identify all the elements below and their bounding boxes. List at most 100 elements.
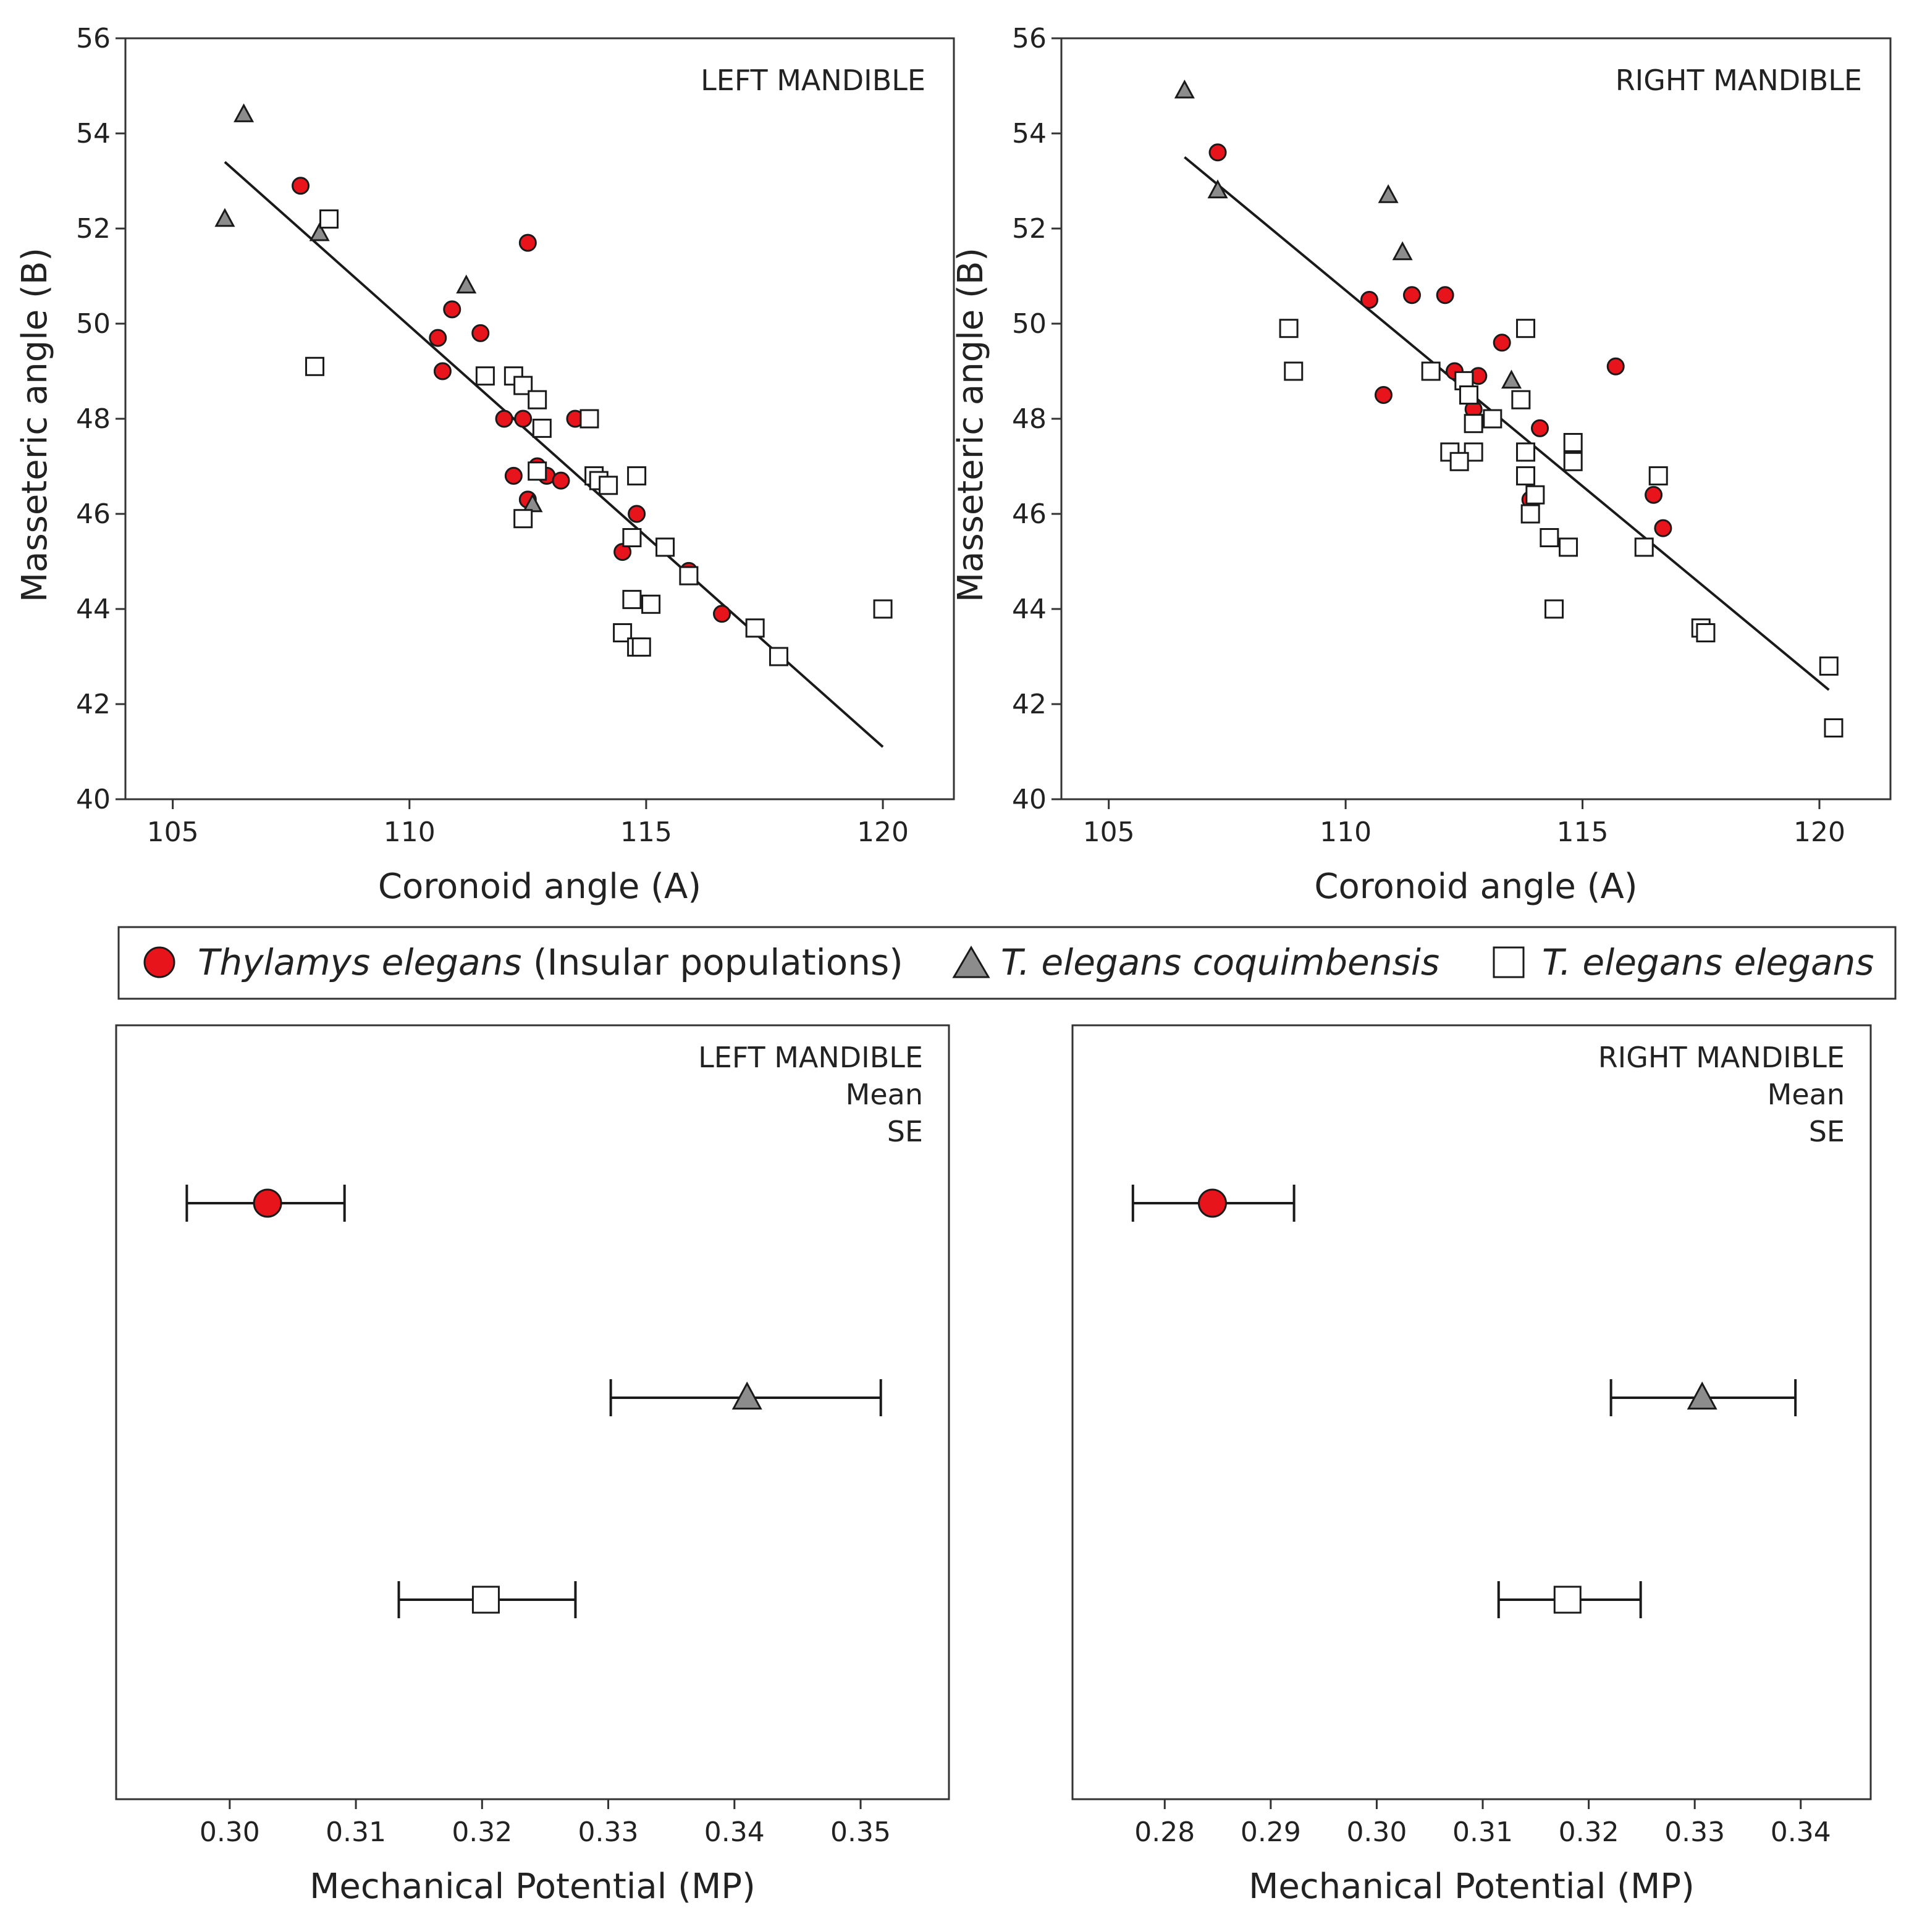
y-tick-label: 40 (76, 784, 111, 815)
x-tick-label: 0.34 (704, 1816, 765, 1848)
panel-note-mean: Mean (1768, 1078, 1845, 1111)
x-tick-label: 120 (1793, 817, 1845, 848)
panel-label: RIGHT MANDIBLE (1598, 1041, 1845, 1074)
data-point-circle (443, 300, 461, 319)
data-point-triangle (456, 274, 477, 294)
plot-frame (1071, 1024, 1872, 1800)
data-point-triangle (1378, 184, 1399, 203)
y-tick-label: 48 (76, 403, 111, 435)
panel-label: LEFT MANDIBLE (698, 1041, 923, 1074)
y-tick-label: 54 (76, 118, 111, 149)
data-point-triangle (234, 103, 255, 122)
data-point-circle (471, 324, 490, 342)
data-point-square (528, 461, 547, 481)
data-point-square (622, 590, 642, 610)
y-tick-label: 54 (1012, 118, 1047, 149)
data-point-square (1464, 414, 1483, 434)
x-tick-label: 110 (384, 817, 436, 848)
legend-square-icon (1493, 946, 1525, 978)
data-point-circle (628, 505, 646, 523)
y-axis-title: Masseteric angle (B) (15, 248, 55, 602)
data-point-square (631, 637, 651, 657)
regression-line (1184, 156, 1830, 691)
data-point-square (1634, 537, 1654, 557)
x-tick-label: 115 (1557, 817, 1609, 848)
panel-label: LEFT MANDIBLE (701, 64, 925, 97)
mean-marker-triangle (1687, 1381, 1717, 1410)
x-tick-label: 105 (147, 817, 199, 848)
data-point-triangle (214, 208, 235, 227)
data-point-square (655, 537, 675, 557)
legend-circle-icon (143, 946, 175, 978)
panel-note-mean: Mean (846, 1078, 923, 1111)
x-tick-label: 0.32 (1559, 1816, 1619, 1848)
x-tick-label: 120 (857, 817, 909, 848)
data-point-square (528, 390, 547, 410)
x-tick-label: 0.33 (578, 1816, 639, 1848)
mean-marker-circle (1197, 1188, 1227, 1218)
data-point-circle (518, 233, 537, 252)
legend-label-elegans: T. elegans elegans (1542, 941, 1874, 983)
data-point-square (1540, 528, 1559, 547)
data-point-square (1563, 433, 1583, 452)
data-point-square (532, 418, 552, 438)
data-point-circle (495, 410, 513, 428)
y-tick-label: 46 (76, 498, 111, 530)
data-point-square (1544, 599, 1564, 619)
y-tick-label: 46 (1012, 498, 1047, 530)
y-tick-label: 56 (76, 23, 111, 54)
data-point-circle (552, 471, 570, 490)
data-point-square (599, 476, 618, 495)
left-mandible-scatter-panel: 105 110 115 120 40 42 44 46 48 50 52 54 56 Coronoid a… (15, 23, 955, 907)
data-point-circle (1436, 286, 1454, 304)
panel-label: RIGHT MANDIBLE (1616, 64, 1862, 97)
data-point-square (1819, 656, 1839, 676)
data-point-square (513, 509, 533, 529)
y-tick-label: 56 (1012, 23, 1047, 54)
data-point-circle (429, 329, 447, 347)
data-point-circle (1493, 334, 1511, 352)
data-point-square (1459, 385, 1478, 405)
legend-label-coquimbensis: T. elegans coquimbensis (1001, 941, 1439, 983)
data-point-triangle (1174, 79, 1195, 99)
x-tick-label: 0.32 (452, 1816, 512, 1848)
data-point-square (579, 409, 599, 429)
x-tick-label: 105 (1083, 817, 1135, 848)
x-tick-label: 0.31 (1452, 1816, 1513, 1848)
x-tick-label: 0.31 (326, 1816, 386, 1848)
y-tick-label: 52 (76, 213, 111, 245)
data-point-circle (433, 362, 452, 380)
x-axis-title: Mechanical Potential (MP) (310, 1867, 756, 1907)
x-tick-label: 0.34 (1771, 1816, 1831, 1848)
x-axis-title: Coronoid angle (A) (1314, 867, 1637, 907)
data-point-square (319, 209, 339, 229)
data-point-square (1824, 718, 1844, 737)
data-point-square (873, 599, 893, 619)
data-point-square (627, 466, 647, 485)
y-tick-label: 42 (1012, 689, 1047, 720)
y-tick-label: 40 (1012, 784, 1047, 815)
data-point-circle (504, 466, 523, 485)
left-mandible-mp-panel: 0.30 0.31 0.32 0.33 0.34 0.35 Mechanical Poten… (115, 1024, 950, 1907)
data-point-square (1284, 361, 1304, 381)
data-point-square (1648, 466, 1668, 485)
x-tick-label: 110 (1320, 817, 1372, 848)
data-point-square (1520, 504, 1540, 524)
y-axis-title: Masseteric angle (B) (951, 248, 991, 602)
data-point-circle (1402, 286, 1421, 304)
legend-triangle-icon (952, 946, 990, 978)
x-tick-label: 0.30 (1346, 1816, 1407, 1848)
mean-marker-circle (253, 1188, 282, 1218)
x-axis-title: Mechanical Potential (MP) (1249, 1867, 1695, 1907)
data-point-circle (1654, 519, 1672, 537)
data-point-square (1563, 452, 1583, 471)
data-point-circle (1606, 357, 1625, 376)
data-point-triangle (1501, 369, 1522, 389)
data-point-circle (1531, 419, 1549, 437)
data-point-square (475, 366, 495, 386)
legend-label-insular-italic: Thylamys elegans (198, 941, 521, 983)
data-point-circle (713, 605, 731, 623)
y-tick-label: 50 (76, 308, 111, 340)
legend: Thylamys elegans (Insular populations) T… (117, 926, 1897, 1000)
